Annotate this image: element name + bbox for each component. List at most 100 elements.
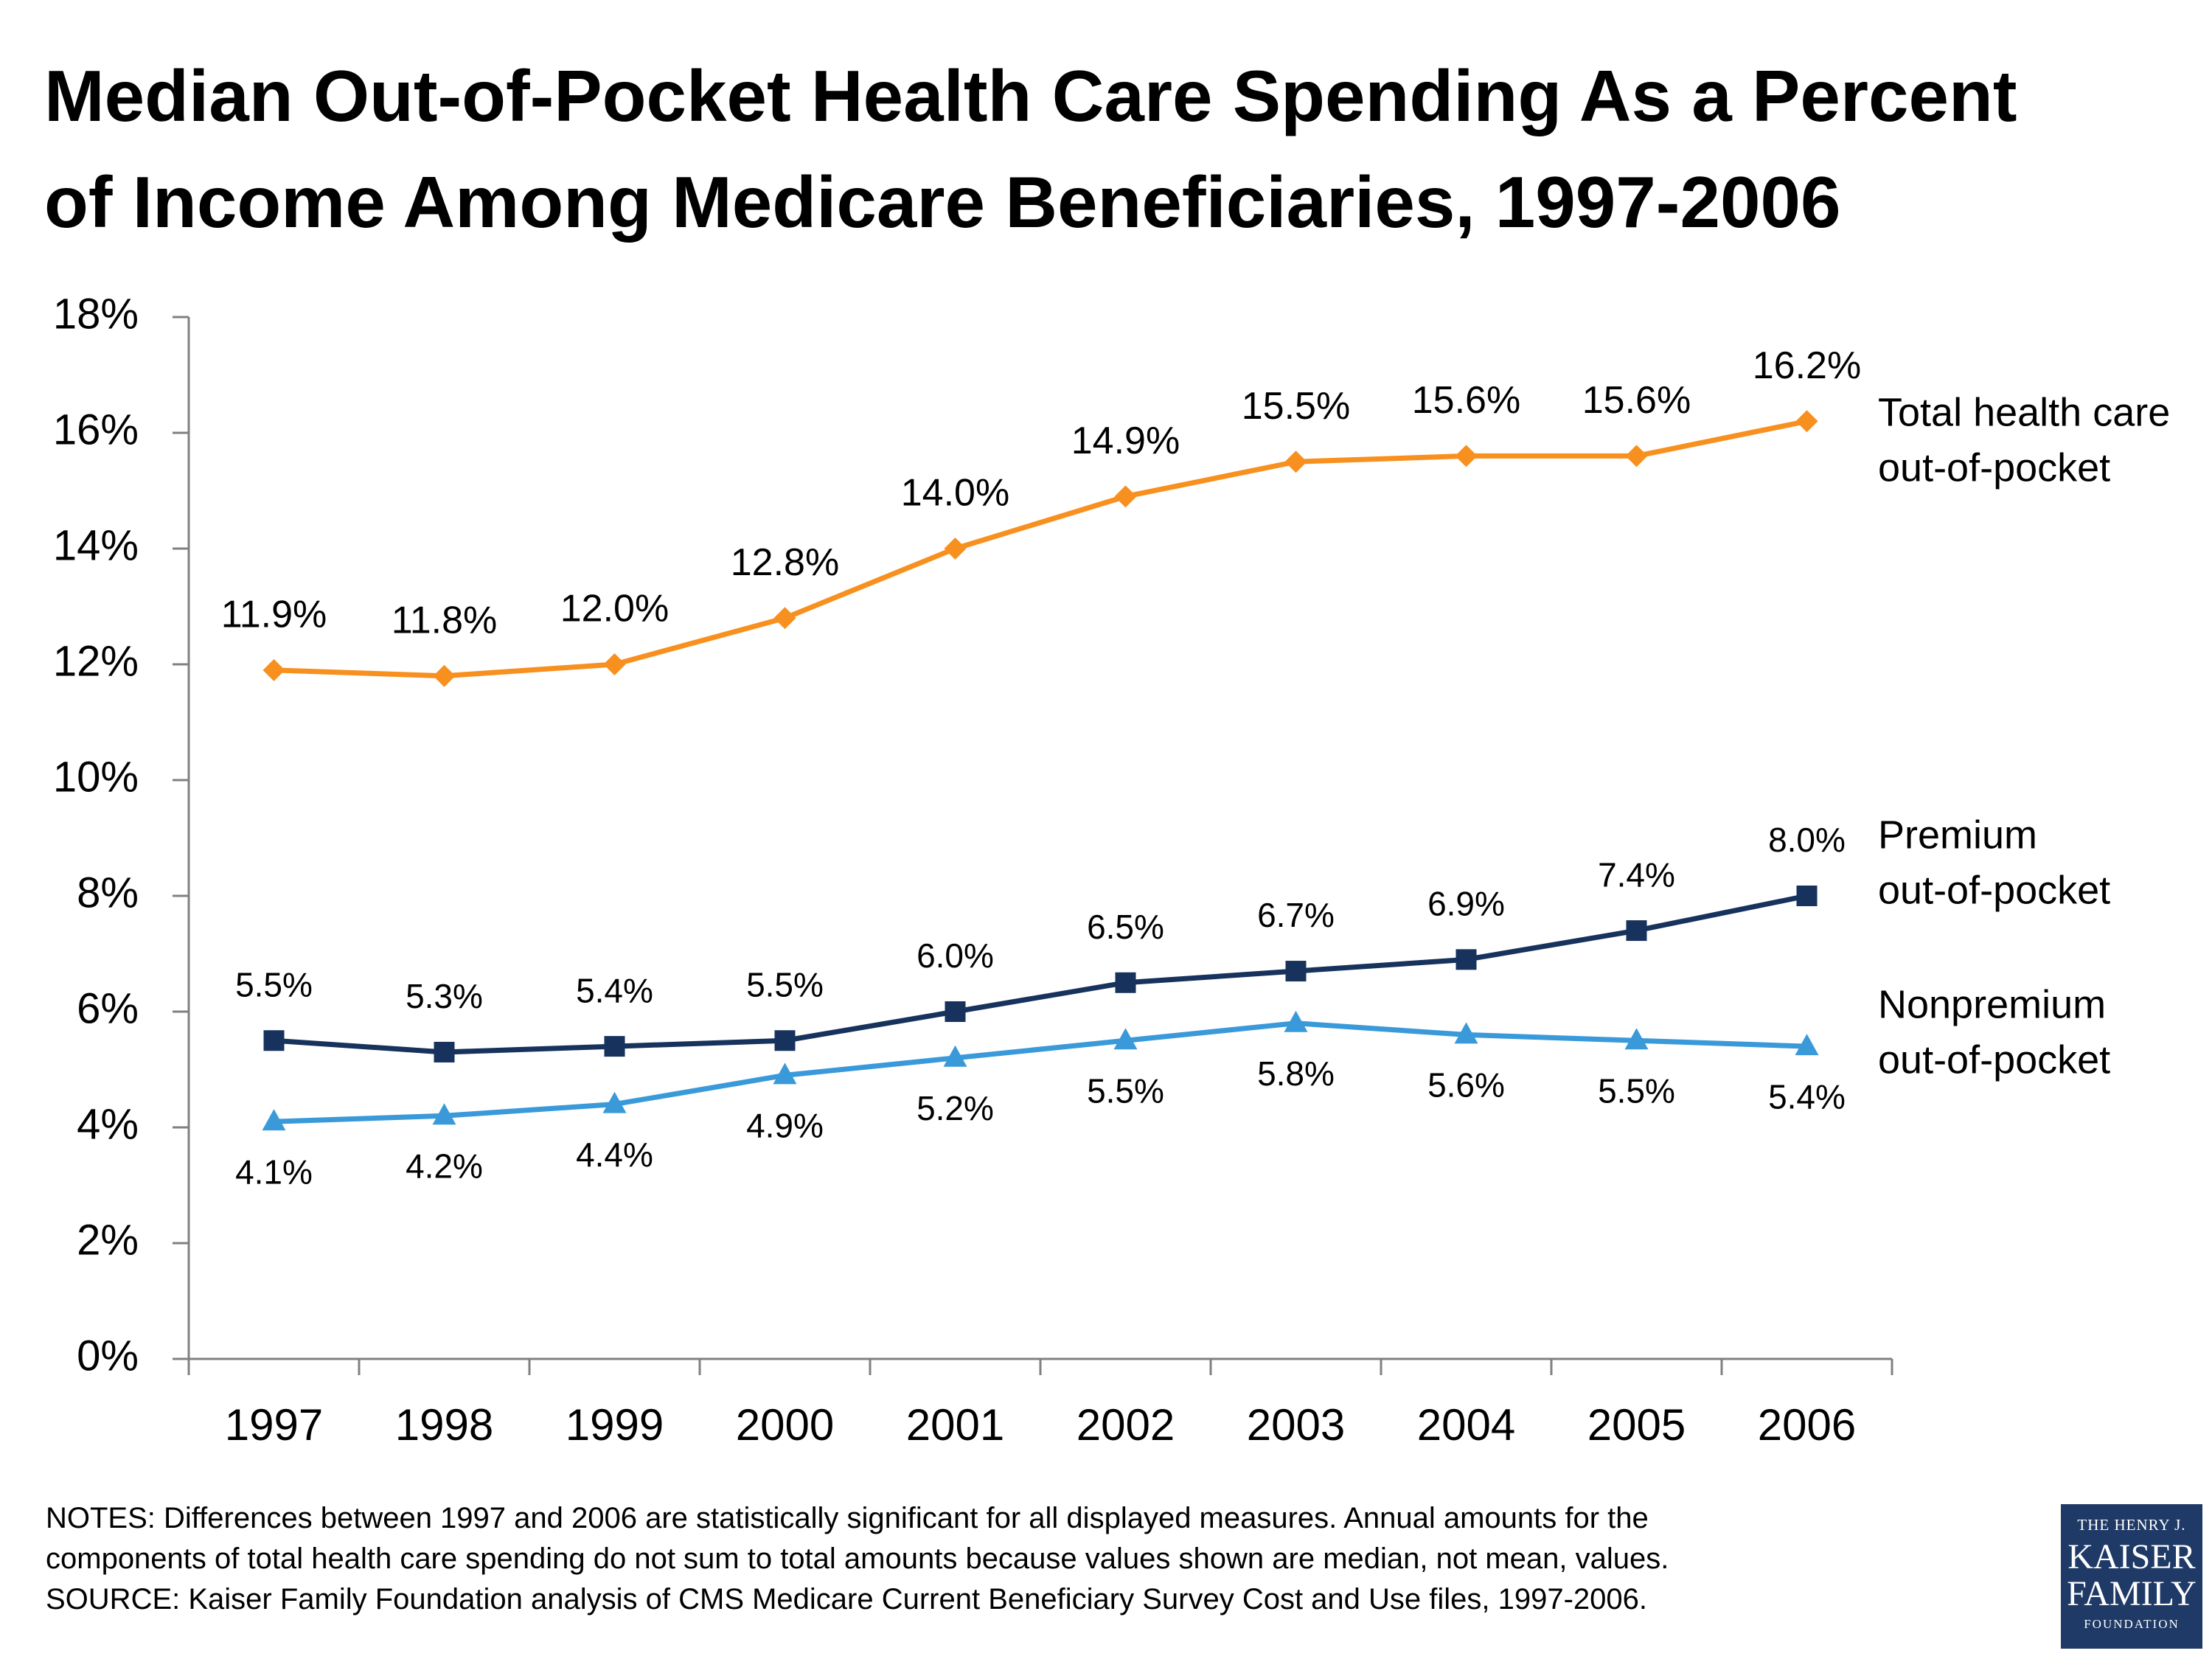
data-label: 6.0% <box>917 936 994 975</box>
data-label: 4.2% <box>406 1147 483 1185</box>
x-tick-label: 2004 <box>1417 1400 1515 1450</box>
data-label: 5.2% <box>917 1089 994 1127</box>
y-tick-label: 10% <box>53 753 139 801</box>
data-point-triangle <box>602 1091 627 1113</box>
data-point-diamond <box>773 607 796 630</box>
data-point-square <box>604 1036 625 1057</box>
data-label: 5.5% <box>746 965 824 1004</box>
data-label: 14.0% <box>901 472 1009 515</box>
x-tick-label: 2005 <box>1587 1400 1686 1450</box>
data-label: 6.9% <box>1427 885 1505 923</box>
data-point-triangle <box>1454 1022 1478 1044</box>
data-point-square <box>1626 920 1647 942</box>
data-label: 4.1% <box>235 1152 313 1191</box>
data-label: 5.3% <box>406 977 483 1015</box>
y-tick-label: 6% <box>77 984 139 1032</box>
data-point-square <box>1285 961 1307 982</box>
data-point-diamond <box>1114 485 1137 508</box>
data-point-diamond <box>262 658 285 681</box>
data-label: 15.5% <box>1242 385 1350 428</box>
data-point-diamond <box>1795 410 1818 433</box>
series-line <box>274 893 1808 1055</box>
y-tick-label: 0% <box>77 1332 139 1380</box>
series-label: out-of-pocket <box>1878 445 2110 490</box>
data-point-square <box>1115 972 1136 993</box>
y-tick-label: 8% <box>77 869 139 917</box>
data-point-diamond <box>1625 445 1648 467</box>
y-tick-label: 14% <box>53 521 139 569</box>
data-label: 8.0% <box>1768 821 1846 859</box>
logo-line: THE HENRY J. <box>2077 1516 2186 1534</box>
logo-line: FOUNDATION <box>2084 1617 2180 1631</box>
x-tick-label: 1998 <box>395 1400 493 1450</box>
kaiser-family-foundation-logo: THE HENRY J. KAISER FAMILY FOUNDATION <box>2061 1504 2202 1649</box>
data-point-diamond <box>1455 445 1478 467</box>
data-point-diamond <box>433 664 456 687</box>
data-label: 6.5% <box>1087 908 1164 946</box>
data-label: 5.8% <box>1257 1054 1335 1093</box>
chart-title-line: of Income Among Medicare Beneficiaries, … <box>44 161 1841 243</box>
data-label: 16.2% <box>1753 344 1861 387</box>
data-point-triangle <box>1284 1010 1308 1032</box>
series-label: Total health care <box>1878 390 2170 434</box>
data-point-square <box>1796 886 1818 906</box>
notes-line: NOTES: Differences between 1997 and 2006… <box>46 1502 1649 1534</box>
logo-line: FAMILY <box>2067 1574 2197 1613</box>
x-tick-label: 2002 <box>1077 1400 1175 1450</box>
data-point-triangle <box>432 1103 456 1125</box>
data-label: 12.0% <box>560 588 669 630</box>
data-point-triangle <box>943 1045 967 1067</box>
x-tick-label: 2000 <box>736 1400 834 1450</box>
data-label: 5.4% <box>1768 1077 1846 1116</box>
data-point-triangle <box>1624 1028 1649 1050</box>
data-point-square <box>945 1001 966 1022</box>
series-label: out-of-pocket <box>1878 1037 2110 1082</box>
data-label: 14.9% <box>1071 420 1180 462</box>
line-chart: 0% 2% 4% 6% 8% 10% 12% 14% 16% 18% 1997 1998 1999 200… <box>53 290 2170 1450</box>
data-point-square <box>774 1030 796 1051</box>
series-line <box>274 418 1808 679</box>
series-label: Nonpremium <box>1878 982 2106 1026</box>
x-tick-label: 2006 <box>1758 1400 1856 1450</box>
data-label: 12.8% <box>731 541 839 584</box>
data-point-square <box>434 1041 455 1062</box>
data-label: 7.4% <box>1598 855 1675 894</box>
data-label: 4.4% <box>576 1135 653 1174</box>
chart-title-line: Median Out-of-Pocket Health Care Spendin… <box>44 55 2017 136</box>
data-label: 5.4% <box>576 971 653 1009</box>
chart-notes: NOTES: Differences between 1997 and 2006… <box>46 1498 2037 1620</box>
data-point-triangle <box>1113 1028 1138 1050</box>
logo-line: KAISER <box>2067 1537 2196 1576</box>
data-point-diamond <box>1284 451 1307 473</box>
y-tick-label: 16% <box>53 406 139 453</box>
series-label: out-of-pocket <box>1878 868 2110 912</box>
data-label: 5.5% <box>1087 1071 1164 1110</box>
data-label: 5.6% <box>1427 1066 1505 1105</box>
data-point-triangle <box>262 1109 286 1131</box>
x-tick-label: 1999 <box>566 1400 664 1450</box>
y-tick-label: 4% <box>77 1100 139 1148</box>
series-label: Premium <box>1878 813 2037 857</box>
data-point-triangle <box>1795 1034 1819 1056</box>
data-point-diamond <box>944 538 967 560</box>
data-label: 11.9% <box>221 594 327 636</box>
y-tick-label: 18% <box>53 290 139 338</box>
data-label: 5.5% <box>1598 1071 1675 1110</box>
notes-line: components of total health care spending… <box>46 1543 1669 1575</box>
data-point-diamond <box>603 653 626 675</box>
data-point-square <box>263 1030 285 1051</box>
source-line: SOURCE: Kaiser Family Foundation analysi… <box>46 1583 1648 1615</box>
data-point-square <box>1455 949 1477 970</box>
x-tick-label: 2001 <box>906 1400 1004 1450</box>
x-tick-label: 1997 <box>225 1400 323 1450</box>
x-tick-label: 2003 <box>1247 1400 1345 1450</box>
data-label: 15.6% <box>1582 379 1691 422</box>
data-label: 4.9% <box>746 1107 824 1145</box>
data-label: 5.5% <box>235 965 313 1004</box>
data-point-triangle <box>773 1062 797 1085</box>
y-tick-label: 12% <box>53 637 139 685</box>
data-label: 11.8% <box>392 599 498 641</box>
data-label: 15.6% <box>1412 379 1520 422</box>
series-line <box>274 1020 1807 1124</box>
data-label: 6.7% <box>1257 896 1335 934</box>
